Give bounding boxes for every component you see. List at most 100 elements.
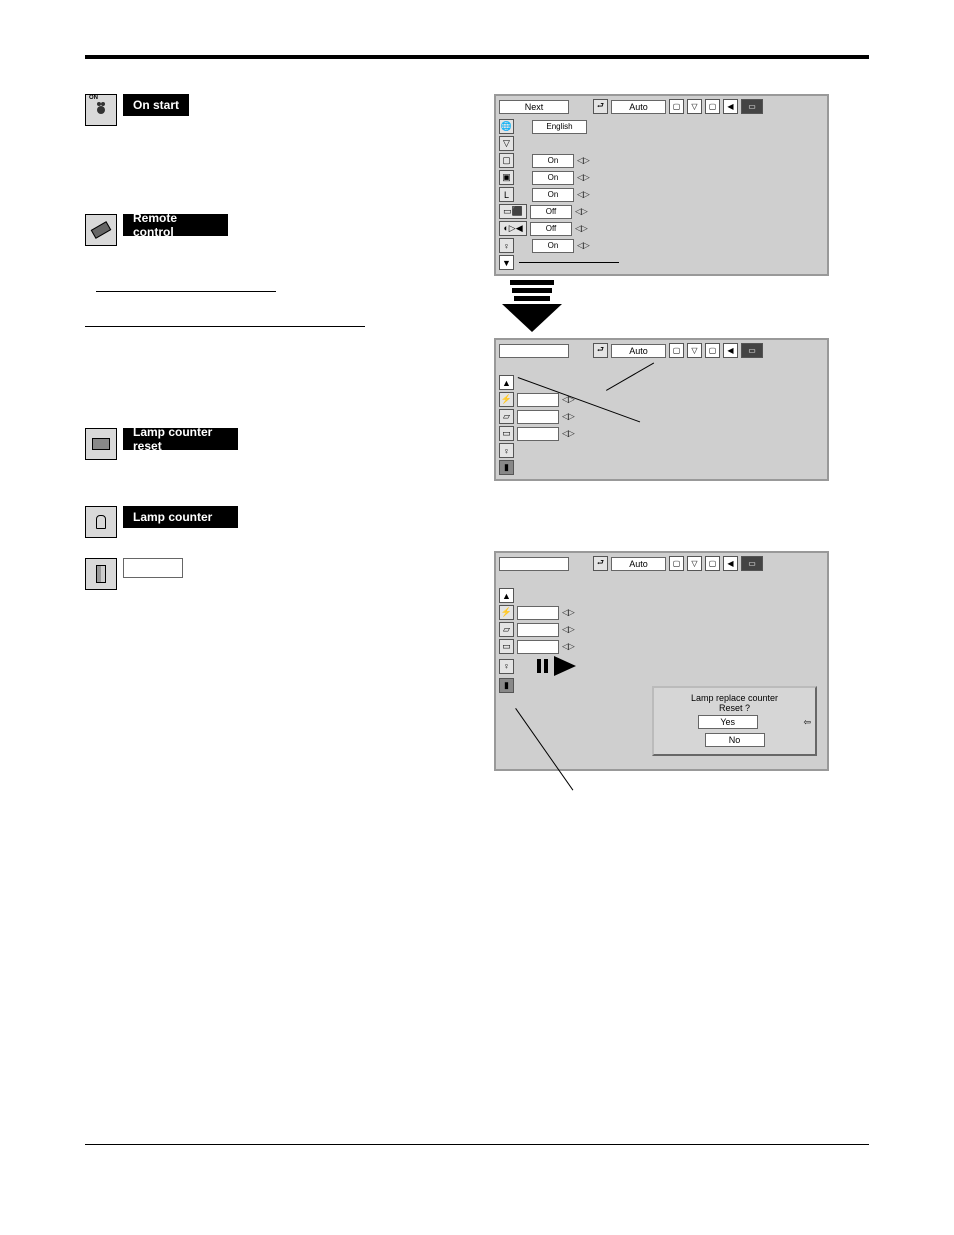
- row-english[interactable]: English: [532, 120, 587, 134]
- eraser-row-icon: ▱: [499, 409, 514, 424]
- dialog-line1: Lamp replace counter: [658, 693, 811, 703]
- icon-3c[interactable]: ▢: [705, 556, 720, 571]
- down-arrow-icon[interactable]: ▼: [499, 255, 514, 270]
- row-arrows-5[interactable]: ◁▷: [575, 223, 587, 234]
- camera-icon[interactable]: ▭: [741, 99, 763, 114]
- row-arrows-4[interactable]: ◁▷: [575, 206, 587, 217]
- row-on-1[interactable]: On: [532, 154, 574, 168]
- lamp-icon: [85, 506, 117, 538]
- quit-title: Quit: [123, 558, 183, 578]
- plug-icon: ON: [85, 94, 117, 126]
- menu1-auto[interactable]: Auto: [611, 100, 666, 114]
- globe-icon: 🌐: [499, 119, 514, 134]
- remote-control-body: This projector has two remote control co…: [85, 252, 485, 402]
- return-icon-2[interactable]: ⮐: [593, 343, 608, 358]
- keystone-icon: ▽: [499, 136, 514, 151]
- plug-row-icon-3: ⚡: [499, 605, 514, 620]
- remote-control-title: Remote control: [123, 214, 228, 236]
- section-quit: Quit: [85, 558, 485, 590]
- lamp-counter-reset-body: This function resets the Lamp Replace Co…: [85, 466, 485, 480]
- menu2-blank: [499, 344, 569, 358]
- m2-val-3[interactable]: [517, 427, 559, 441]
- icon-2d[interactable]: ◀: [723, 343, 738, 358]
- m2-arr-2[interactable]: ◁▷: [562, 411, 574, 422]
- logo-icon: L: [499, 187, 514, 202]
- camera-icon-2[interactable]: ▭: [741, 343, 763, 358]
- up-arrow-icon[interactable]: ▲: [499, 375, 514, 390]
- row-off-1[interactable]: Off: [530, 205, 572, 219]
- rear-icon: ◐▷◀: [499, 221, 527, 236]
- menu-panel-1: Next ⮐ Auto ▢ ▽ ▢ ◀ ▭ 🌐English ▽ ▢On◁▷ ▣…: [494, 94, 829, 276]
- icon-3d[interactable]: ◀: [723, 556, 738, 571]
- icon-a[interactable]: ▢: [669, 99, 684, 114]
- m2-val-2[interactable]: [517, 410, 559, 424]
- icon-3a[interactable]: ▢: [669, 556, 684, 571]
- dialog-line2: Reset ?: [658, 703, 811, 713]
- camera-icon-3[interactable]: ▭: [741, 556, 763, 571]
- big-down-arrow: [510, 280, 854, 332]
- row-off-2[interactable]: Off: [530, 222, 572, 236]
- icon-2c[interactable]: ▢: [705, 343, 720, 358]
- section-lamp-counter: Lamp counter: [85, 506, 485, 538]
- row-on-4[interactable]: On: [532, 239, 574, 253]
- menu1-next[interactable]: Next: [499, 100, 569, 114]
- door-row-icon-3[interactable]: ▮: [499, 678, 514, 693]
- row-on-3[interactable]: On: [532, 188, 574, 202]
- display-icon: ▣: [499, 170, 514, 185]
- projector-row-icon-3: ▭: [499, 639, 514, 654]
- m2-arr-3[interactable]: ◁▷: [562, 428, 574, 439]
- row-arrows-3[interactable]: ◁▷: [577, 189, 589, 200]
- lamp-row-icon: ♀: [499, 238, 514, 253]
- m3-arr-3[interactable]: ◁▷: [562, 641, 574, 652]
- row-arrows-2[interactable]: ◁▷: [577, 172, 589, 183]
- right-column: Next ⮐ Auto ▢ ▽ ▢ ◀ ▭ 🌐English ▽ ▢On◁▷ ▣…: [494, 94, 854, 771]
- menu3-blank: [499, 557, 569, 571]
- dialog-no[interactable]: No: [705, 733, 765, 747]
- eraser-row-icon-3: ▱: [499, 622, 514, 637]
- return-icon-3[interactable]: ⮐: [593, 556, 608, 571]
- page-number: 37: [0, 1145, 954, 1213]
- section-on-start: ON On start: [85, 94, 485, 126]
- up-arrow-icon-3[interactable]: ▲: [499, 588, 514, 603]
- projector-row-icon: ▭: [499, 426, 514, 441]
- m3-val-2[interactable]: [517, 623, 559, 637]
- m3-val-1[interactable]: [517, 606, 559, 620]
- menu-panel-2: ⮐ Auto ▢ ▽ ▢ ◀ ▭ ▲ ⚡ ◁▷ ▱ ◁▷ ▭ ◁▷ ♀ ▮: [494, 338, 829, 481]
- lamp-row-icon-2: ♀: [499, 443, 514, 458]
- icon-d[interactable]: ◀: [723, 99, 738, 114]
- icon-2b[interactable]: ▽: [687, 343, 702, 358]
- row-arrows-6[interactable]: ◁▷: [577, 240, 589, 251]
- m2-val-1[interactable]: [517, 393, 559, 407]
- menu2-auto[interactable]: Auto: [611, 344, 666, 358]
- door-icon: [85, 558, 117, 590]
- ceiling-icon: ▭⬛: [499, 204, 527, 219]
- icon-b[interactable]: ▽: [687, 99, 702, 114]
- eraser-icon: [85, 214, 117, 246]
- on-start-title: On start: [123, 94, 189, 116]
- icon-3b[interactable]: ▽: [687, 556, 702, 571]
- projector-icon: [85, 428, 117, 460]
- lamp-row-icon-3: ♀: [499, 659, 514, 674]
- plug-row-icon: ⚡: [499, 392, 514, 407]
- lamp-counter-reset-title: Lamp counter reset: [123, 428, 238, 450]
- left-column: ON On start When this function is "On," …: [85, 94, 485, 636]
- icon-2a[interactable]: ▢: [669, 343, 684, 358]
- m3-val-3[interactable]: [517, 640, 559, 654]
- return-icon[interactable]: ⮐: [593, 99, 608, 114]
- lamp-counter-title: Lamp counter: [123, 506, 238, 528]
- section-lamp-counter-reset: Lamp counter reset: [85, 428, 485, 460]
- section-remote-control: Remote control: [85, 214, 485, 246]
- dialog-yes[interactable]: Yes: [698, 715, 758, 729]
- m3-arr-2[interactable]: ◁▷: [562, 624, 574, 635]
- door-row-icon[interactable]: ▮: [499, 460, 514, 475]
- pointer-left-icon: ⇦: [803, 717, 811, 728]
- menu3-auto[interactable]: Auto: [611, 557, 666, 571]
- m3-arr-1[interactable]: ◁▷: [562, 607, 574, 618]
- square-icon: ▢: [499, 153, 514, 168]
- row-on-2[interactable]: On: [532, 171, 574, 185]
- right-arrow-icon: [554, 656, 576, 676]
- row-arrows-1[interactable]: ◁▷: [577, 155, 589, 166]
- icon-c[interactable]: ▢: [705, 99, 720, 114]
- on-start-body: When this function is "On," projector is…: [85, 132, 485, 188]
- reset-dialog: Lamp replace counter Reset ? Yes ⇦ No: [652, 686, 817, 756]
